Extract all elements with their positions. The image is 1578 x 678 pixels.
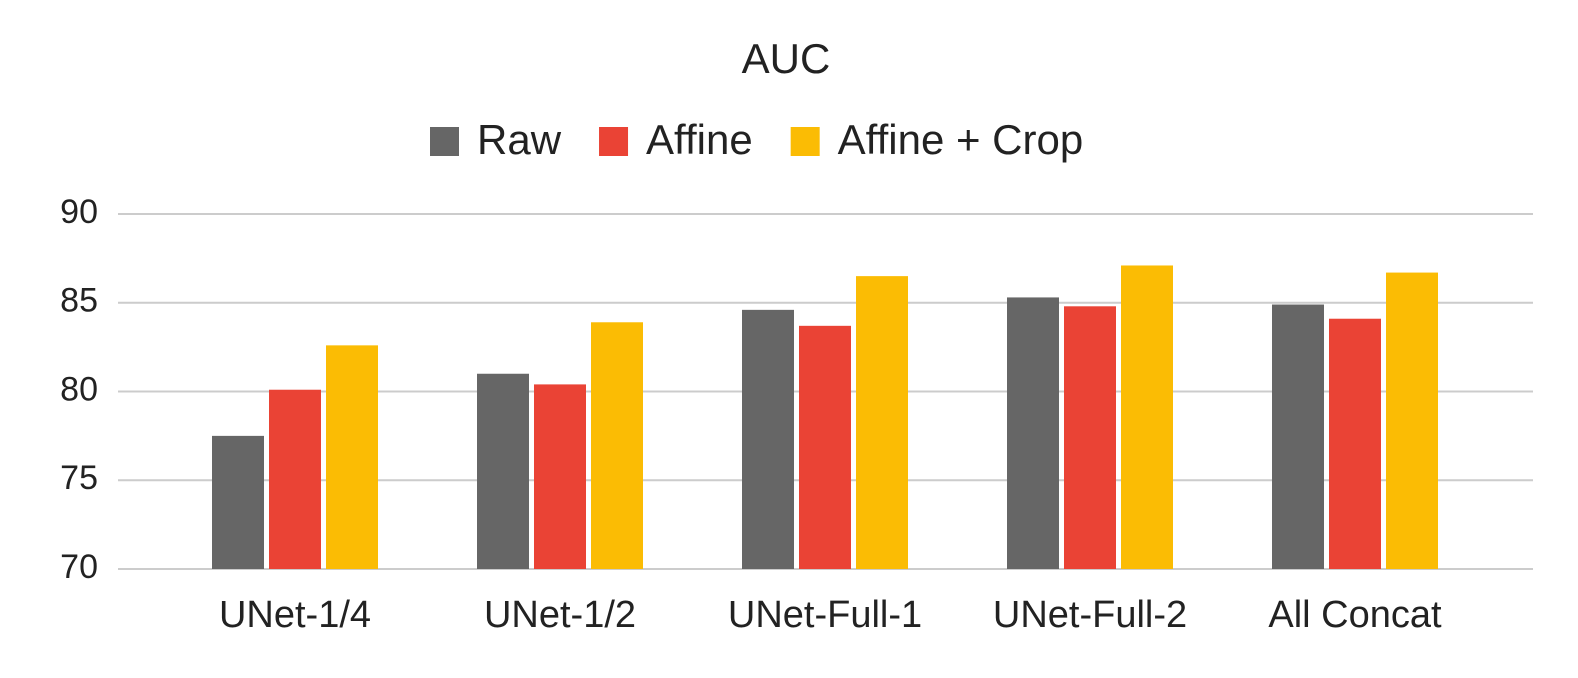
bar [1329,318,1381,569]
legend-label: Raw [477,116,562,163]
bar [856,276,908,569]
bar [1386,272,1438,569]
bar [534,384,586,569]
y-tick-label: 90 [60,193,98,231]
legend-swatch [599,127,629,156]
x-tick-label: All Concat [1268,594,1442,636]
bar [269,389,321,569]
bar [1064,306,1116,569]
bar [591,322,643,569]
chart-title: AUC [742,35,831,82]
bar [799,325,851,569]
x-tick-label: UNet-1/2 [484,594,636,636]
bar [742,309,794,569]
y-tick-label: 75 [60,459,98,497]
bar [1121,265,1173,569]
bar [1007,297,1059,569]
legend-swatch [430,127,459,156]
legend-label: Affine [646,116,753,163]
x-tick-label: UNet-Full-1 [728,594,922,636]
x-tick-label: UNet-Full-2 [993,594,1187,636]
legend-label: Affine + Crop [838,116,1084,163]
legend: Raw Affine Affine + Crop [430,116,1083,163]
bar [477,373,529,569]
bar [326,345,378,569]
x-tick-label: UNet-1/4 [219,594,371,636]
y-tick-label: 80 [60,370,98,408]
y-tick-label: 85 [60,282,98,320]
bar [212,435,264,569]
bar [1272,304,1324,569]
y-tick-label: 70 [60,548,98,586]
legend-swatch [790,127,820,156]
